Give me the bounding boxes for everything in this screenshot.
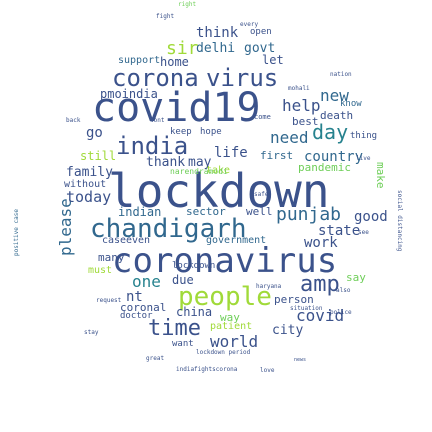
- word-coronavirus: coronavirus: [112, 241, 338, 281]
- word-think: think: [196, 25, 239, 41]
- word-go: go: [86, 125, 103, 141]
- word-best: best: [292, 115, 319, 128]
- word-know: know: [340, 99, 362, 109]
- word-keep: keep: [170, 127, 192, 137]
- word-fight: fight: [156, 13, 175, 20]
- word-first: first: [260, 149, 294, 162]
- word-request: request: [96, 297, 122, 304]
- word-government: government: [206, 235, 267, 246]
- word-positive-case: positive case: [13, 209, 20, 256]
- word-person: person: [274, 293, 314, 306]
- word-one: one: [132, 272, 161, 291]
- word-police: police: [330, 309, 352, 316]
- word-way: way: [220, 311, 240, 324]
- word-want: want: [172, 339, 194, 349]
- word-day: day: [312, 120, 349, 144]
- word-open: open: [250, 27, 272, 37]
- word-country: country: [304, 149, 364, 165]
- word-city: city: [272, 323, 304, 338]
- word-sector: sector: [186, 205, 226, 218]
- word-home: home: [160, 55, 189, 69]
- word-help: help: [282, 96, 321, 115]
- word-need: need: [270, 128, 309, 147]
- word-see: see: [358, 229, 369, 236]
- word-must: must: [88, 265, 113, 276]
- word-indian: indian: [118, 205, 162, 219]
- word-case: case: [102, 235, 127, 246]
- word-work: work: [304, 235, 338, 251]
- word-people: people: [178, 282, 272, 312]
- word-come: come: [254, 113, 271, 121]
- word-covid: covid: [296, 306, 345, 325]
- word-hope: hope: [200, 127, 222, 137]
- word-dont: dont: [150, 117, 165, 124]
- word-well: well: [246, 205, 273, 218]
- word-without: without: [64, 179, 107, 190]
- word-please: please: [56, 198, 75, 256]
- word-mohali: mohali: [288, 85, 310, 92]
- word-say: say: [346, 271, 366, 284]
- word-thing: thing: [350, 131, 378, 141]
- word-india: india: [116, 132, 189, 160]
- word-sir: sir: [166, 38, 199, 59]
- word-stay: stay: [84, 329, 99, 336]
- word-covid19: covid19: [92, 85, 261, 131]
- word-life: life: [214, 145, 248, 161]
- word-chandigarh: chandigarh: [90, 214, 247, 244]
- word-haryana: haryana: [256, 283, 282, 290]
- word-nation: nation: [330, 71, 352, 78]
- word-coronal: coronal: [120, 301, 167, 314]
- word-today: today: [66, 188, 112, 206]
- word-death: death: [320, 109, 354, 122]
- word-doctor: doctor: [120, 311, 153, 321]
- word-make: make: [374, 162, 387, 189]
- word-china: china: [176, 305, 213, 319]
- word-family: family: [66, 165, 113, 180]
- word-indiafightscorona: indiafightscorona: [176, 366, 238, 373]
- word-world: world: [210, 332, 259, 351]
- word-amp: amp: [300, 272, 340, 297]
- word-pandemic: pandemic: [298, 161, 351, 174]
- word-state: state: [318, 223, 361, 239]
- word-situation: situation: [290, 305, 323, 312]
- word-support: support: [118, 55, 161, 66]
- word-lockdown-period: lockdown period: [196, 349, 251, 356]
- word-social-distancing: social distancing: [396, 190, 403, 252]
- word-nt: nt: [126, 289, 143, 305]
- word-safe: safe: [254, 191, 269, 198]
- word-corona: corona: [112, 64, 199, 92]
- word-patient: patient: [210, 321, 253, 332]
- word-time: time: [148, 316, 201, 341]
- word-live: live: [356, 155, 371, 162]
- word-news: news: [294, 357, 307, 363]
- word-lockdown-small: lockdown: [172, 261, 216, 271]
- word-also: also: [336, 287, 351, 294]
- word-let: let: [262, 53, 284, 67]
- word-delhi: delhi: [196, 41, 236, 56]
- word-love: love: [260, 367, 275, 374]
- word-great: great: [146, 355, 165, 362]
- word-new: new: [320, 86, 349, 105]
- word-many: many: [98, 251, 125, 264]
- word-every: every: [240, 21, 259, 28]
- word-govt: govt: [244, 41, 276, 56]
- word-due: due: [172, 273, 194, 287]
- word-even: even: [126, 235, 151, 246]
- word-punjab: punjab: [276, 204, 342, 225]
- word-still: still: [80, 149, 117, 163]
- word-back: back: [66, 117, 81, 124]
- word-right: right: [178, 1, 197, 8]
- word-take: take: [206, 165, 231, 176]
- word-thank: thank: [146, 155, 186, 170]
- word-may: may: [188, 155, 212, 170]
- word-lockdown: lockdown: [108, 164, 330, 218]
- word-narendramodi: narendramodi: [170, 167, 228, 176]
- word-pmoindia: pmoindia: [100, 87, 158, 101]
- word-virus: virus: [206, 64, 279, 92]
- word-good: good: [354, 209, 388, 225]
